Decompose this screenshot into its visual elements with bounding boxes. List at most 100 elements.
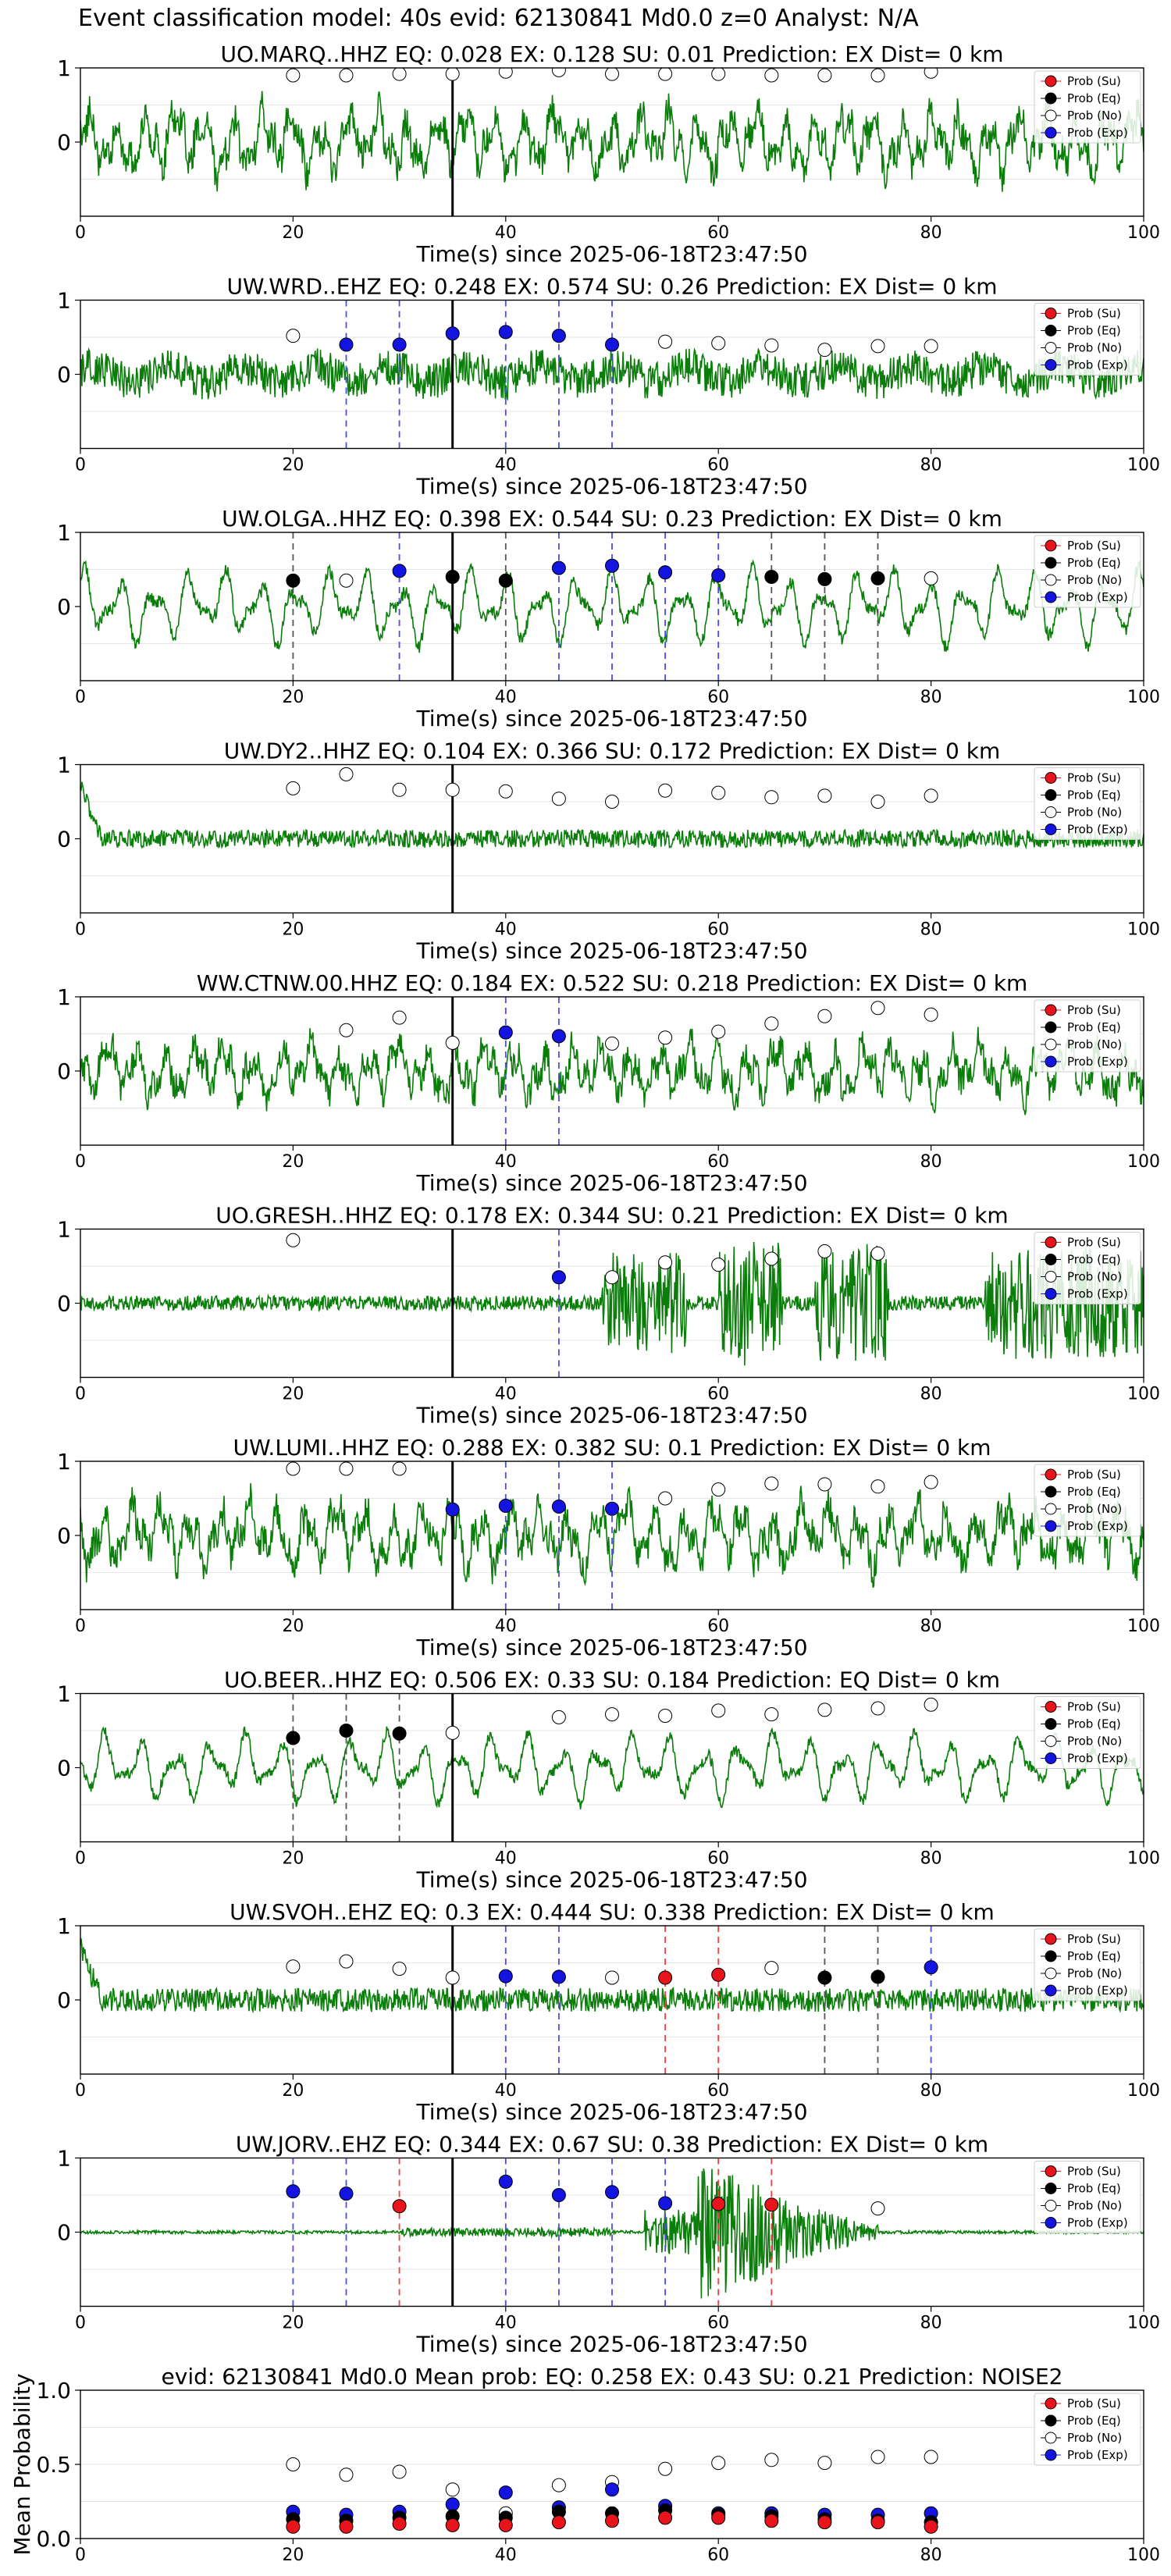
legend-label: Prob (Eq): [1067, 1717, 1121, 1731]
prediction-point-no: [445, 68, 460, 81]
legend-label: Prob (Su): [1067, 1700, 1121, 1714]
x-tick-label: 20: [282, 2081, 304, 2101]
prediction-point-no: [339, 573, 354, 588]
legend-label: Prob (Exp): [1067, 1287, 1128, 1301]
prediction-point-no: [605, 1270, 619, 1285]
legend-marker: [1045, 1752, 1057, 1764]
panel-title: UW.SVOH..EHZ EQ: 0.3 EX: 0.444 SU: 0.338…: [230, 1899, 995, 1925]
y-tick-label: 1: [57, 55, 71, 81]
panel-title: UO.BEER..HHZ EQ: 0.506 EX: 0.33 SU: 0.18…: [224, 1667, 1000, 1693]
prediction-point-su: [658, 1970, 673, 1985]
y-tick-label: 0: [57, 1987, 71, 2013]
legend-frame: [1034, 2393, 1141, 2466]
prediction-point-no: [392, 68, 407, 81]
legend-frame: [1034, 999, 1141, 1073]
x-tick-label: 60: [707, 920, 729, 940]
prediction-point-no: [870, 339, 885, 354]
mean-prob-point-exp: [605, 2482, 619, 2497]
x-axis-label: Time(s) since 2025-06-18T23:47:50: [415, 706, 807, 731]
prediction-point-no: [286, 781, 301, 795]
y-tick-label: 0: [57, 362, 71, 388]
x-tick-label: 80: [920, 2314, 942, 2333]
prediction-point-exp: [605, 1501, 619, 1516]
plot-area: [80, 68, 1144, 216]
x-axis-label: Time(s) since 2025-06-18T23:47:50: [415, 2332, 807, 2357]
mean-prob-point-exp: [445, 2497, 460, 2512]
legend-label: Prob (Exp): [1067, 1055, 1128, 1069]
x-axis-label: Time(s) since 2025-06-18T23:47:50: [415, 1170, 807, 1196]
mean-prob-point-no: [658, 2461, 673, 2476]
panel-title: UO.GRESH..HHZ EQ: 0.178 EX: 0.344 SU: 0.…: [215, 1203, 1008, 1229]
legend-marker: [1045, 2432, 1057, 2444]
legend-label: Prob (Exp): [1067, 823, 1128, 837]
prediction-point-no: [764, 1016, 779, 1031]
legend-label: Prob (Eq): [1067, 2182, 1121, 2196]
plot-area: [80, 997, 1144, 1145]
x-tick-label: 20: [282, 1152, 304, 1172]
plot-area: [286, 2450, 938, 2534]
prediction-point-no: [286, 329, 301, 343]
x-tick-label: 20: [282, 2546, 304, 2565]
prediction-point-eq: [445, 570, 460, 584]
x-tick-label: 0: [75, 2314, 86, 2333]
prediction-point-exp: [551, 2188, 566, 2202]
x-axis-label: Time(s) since 2025-06-18T23:47:50: [415, 1635, 807, 1660]
prediction-point-exp: [924, 1960, 938, 1975]
panel-title: UW.JORV..EHZ EQ: 0.344 EX: 0.67 SU: 0.38…: [236, 2132, 988, 2158]
x-tick-label: 60: [707, 688, 729, 707]
prediction-point-no: [658, 1709, 673, 1723]
x-tick-label: 20: [282, 1617, 304, 1636]
x-tick-label: 100: [1127, 2546, 1160, 2565]
y-tick-label: 1: [57, 1681, 71, 1707]
mean-prob-point-su: [764, 2514, 779, 2528]
prediction-point-exp: [551, 329, 566, 343]
prediction-point-eq: [817, 1970, 832, 1985]
plot-area: [80, 1926, 1144, 2074]
x-tick-label: 80: [920, 920, 942, 940]
prediction-point-exp: [551, 560, 566, 575]
legend-marker: [1045, 1271, 1057, 1283]
x-tick-label: 80: [920, 1152, 942, 1172]
mean-prob-point-su: [286, 2519, 301, 2534]
prediction-point-no: [551, 1710, 566, 1724]
legend-frame: [1034, 767, 1141, 840]
prediction-point-no: [286, 1233, 301, 1247]
panel-4: WW.CTNW.00.HHZ EQ: 0.184 EX: 0.522 SU: 0…: [57, 970, 1160, 1196]
mean-prob-point-no: [286, 2457, 301, 2471]
y-tick-label: 1: [57, 520, 71, 546]
legend-label: Prob (Eq): [1067, 1485, 1121, 1499]
legend-marker: [1045, 1950, 1057, 1962]
legend-marker: [1045, 1718, 1057, 1730]
x-tick-label: 0: [75, 1385, 86, 1404]
prediction-point-no: [711, 1703, 726, 1718]
legend-label: Prob (Eq): [1067, 556, 1121, 570]
x-tick-label: 60: [707, 2546, 729, 2565]
prediction-point-no: [764, 68, 779, 83]
mean-prob-point-no: [924, 2450, 938, 2464]
plot-area: [80, 2158, 1144, 2307]
plot-area: [80, 300, 1144, 449]
waveform-trace: [80, 1026, 1144, 1115]
prediction-point-eq: [392, 1726, 407, 1741]
mean-prob-point-su: [817, 2515, 832, 2530]
prediction-point-no: [764, 1476, 779, 1491]
y-tick-label: 0: [57, 1756, 71, 1781]
x-tick-label: 20: [282, 688, 304, 707]
waveform-trace: [80, 90, 1144, 192]
prediction-point-eq: [764, 570, 779, 584]
x-tick-label: 100: [1127, 2081, 1160, 2101]
prediction-point-no: [339, 1954, 354, 1969]
panel-title: UO.MARQ..HHZ EQ: 0.028 EX: 0.128 SU: 0.0…: [220, 41, 1003, 67]
legend-marker: [1045, 1701, 1057, 1713]
prediction-point-no: [551, 792, 566, 806]
legend-marker: [1045, 1933, 1057, 1945]
legend-marker: [1045, 574, 1057, 586]
legend-frame: [1034, 2161, 1141, 2233]
waveform-trace: [80, 2168, 1144, 2299]
legend-marker: [1045, 1468, 1057, 1481]
mean-prob-point-su: [605, 2514, 619, 2528]
prediction-point-no: [392, 1962, 407, 1976]
legend-label: Prob (No): [1067, 1502, 1122, 1516]
x-tick-label: 40: [495, 1152, 517, 1172]
prediction-point-no: [764, 1961, 779, 1976]
